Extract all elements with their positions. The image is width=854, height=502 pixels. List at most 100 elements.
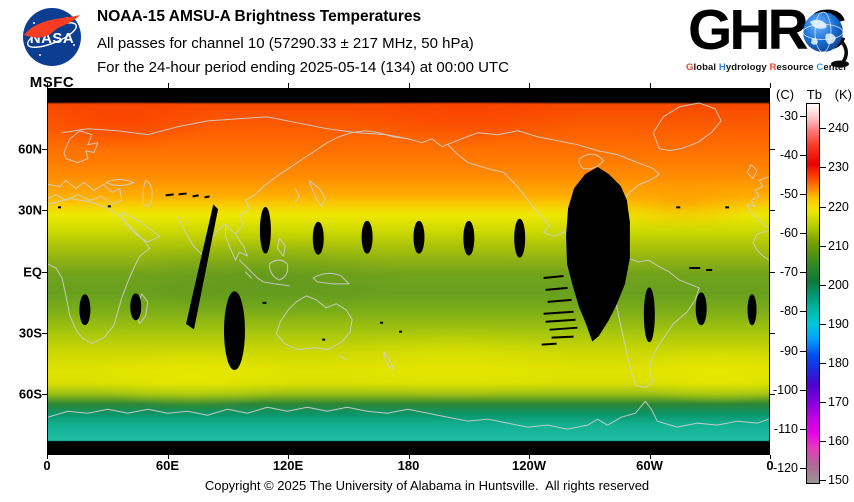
axis-tick <box>42 332 47 334</box>
lon-tick-label: 120W <box>512 458 546 473</box>
swath-gap <box>224 291 245 370</box>
scanline-gap <box>549 326 578 331</box>
celsius-tick-label: -40 <box>779 148 798 163</box>
colorbar-header: (C) Tb (K) <box>776 87 852 102</box>
axis-tick <box>770 210 775 212</box>
axis-tick <box>529 83 530 88</box>
celsius-tick-label: -120 <box>772 460 798 475</box>
kelvin-tick-label: 180 <box>828 355 849 370</box>
lon-tick-label: 0 <box>766 458 774 473</box>
colorbar-tick <box>820 245 826 247</box>
map-overlay <box>48 89 769 454</box>
scanline-gap <box>204 195 210 199</box>
swath-gap <box>361 220 373 254</box>
colorbar-tick <box>820 362 826 364</box>
nasa-meatball-icon: NASA <box>23 8 81 66</box>
polar-no-data-band <box>48 89 769 103</box>
colorbar-tick <box>820 284 826 286</box>
swath-gap <box>259 206 271 254</box>
swath-gap <box>463 220 475 256</box>
ghrc-tagline-segment: enter <box>823 62 848 73</box>
celsius-tick-label: -50 <box>779 187 798 202</box>
scanline-gap <box>545 318 576 323</box>
kelvin-tick-label: 210 <box>828 238 849 253</box>
longitude-axis: 0 60E 120E 180 120W 60W 0 <box>43 458 774 474</box>
colorbar-tick <box>820 167 826 169</box>
lat-tick-label: 30S <box>18 325 42 341</box>
swath-gap <box>130 293 142 321</box>
kelvin-tick-label: 150 <box>828 473 849 488</box>
axis-tick <box>47 83 48 88</box>
lat-tick-label: EQ <box>23 264 42 279</box>
nasa-msfc-logo: NASA MSFC <box>14 5 90 91</box>
kelvin-tick-label: 170 <box>828 394 849 409</box>
colorbar-tick <box>800 194 806 196</box>
lat-tick-label: 60N <box>18 141 42 157</box>
axis-tick <box>770 332 775 334</box>
latitude-axis: 60N 30N EQ 30S 60S <box>0 88 42 455</box>
celsius-tick-label: -60 <box>779 226 798 241</box>
lon-tick-label: 0 <box>43 458 51 473</box>
colorbar-tick <box>820 206 826 208</box>
celsius-tick-label: -30 <box>779 109 798 124</box>
scanline-gap <box>547 298 572 303</box>
swath-gap <box>643 287 655 343</box>
colorbar-tick <box>800 389 806 391</box>
axis-tick <box>167 83 169 88</box>
channel-subtitle: All passes for channel 10 (57290.33 ± 21… <box>97 35 474 52</box>
data-gap-shapes <box>48 89 769 454</box>
ghrc-tagline-segment: lobal <box>693 62 719 73</box>
kelvin-tick-label: 230 <box>828 160 849 175</box>
kelvin-tick-label: 220 <box>828 199 849 214</box>
lon-tick-label: 180 <box>397 458 420 473</box>
kelvin-tick-label: 240 <box>828 121 849 136</box>
period-subtitle: For the 24-hour period ending 2025-05-14… <box>97 59 509 76</box>
axis-tick <box>770 455 771 459</box>
kelvin-tick-label: 190 <box>828 316 849 331</box>
celsius-tick-label: -70 <box>779 265 798 280</box>
colorbar-tick <box>800 233 806 235</box>
lat-tick-label: 60S <box>18 386 42 402</box>
axis-tick <box>42 271 47 273</box>
ghrc-tagline: Global Hydrology Resource Center <box>686 62 852 73</box>
scanline-gap <box>192 194 199 198</box>
colorbar-tick <box>800 155 806 157</box>
ghrc-tagline-segment: esource <box>776 62 817 73</box>
axis-tick <box>42 210 47 212</box>
colorbar-tick <box>800 428 806 430</box>
swath-gap <box>79 294 91 326</box>
ghrc-tagline-segment: G <box>686 62 694 73</box>
lon-tick-label: 60E <box>155 458 180 473</box>
axis-tick <box>649 83 651 88</box>
swath-gap <box>413 220 425 254</box>
copyright-line: Copyright © 2025 The University of Alaba… <box>204 478 650 493</box>
colorbar-tick <box>820 441 826 442</box>
axis-tick <box>770 83 771 88</box>
colorbar-celsius-title: (C) <box>776 87 795 102</box>
colorbar-tick <box>800 272 806 274</box>
colorbar-tick <box>820 323 826 325</box>
swath-gap <box>566 166 630 342</box>
axis-tick <box>529 455 530 459</box>
brightness-temperature-map <box>47 88 770 455</box>
msfc-label: MSFC <box>29 74 75 91</box>
swath-gap <box>186 204 219 330</box>
axis-tick <box>770 149 775 151</box>
axis-tick <box>167 455 169 459</box>
kelvin-tick-label: 200 <box>828 277 849 292</box>
celsius-tick-label: -100 <box>772 382 798 397</box>
scanline-gap <box>545 286 568 291</box>
scanline-gap <box>541 342 557 346</box>
scanline-gap <box>165 193 174 197</box>
axis-tick <box>288 83 289 88</box>
coastlines <box>48 102 769 430</box>
celsius-tick-label: -110 <box>773 421 798 436</box>
scanline-gap <box>543 274 564 279</box>
colorbar-tick <box>820 128 826 130</box>
swath-gap <box>695 292 707 326</box>
ghrc-tagline-segment: H <box>718 62 726 73</box>
swath-gap <box>514 218 526 258</box>
colorbar-tick <box>800 467 806 469</box>
colorbar <box>806 103 820 484</box>
colorbar-tick <box>800 350 806 352</box>
